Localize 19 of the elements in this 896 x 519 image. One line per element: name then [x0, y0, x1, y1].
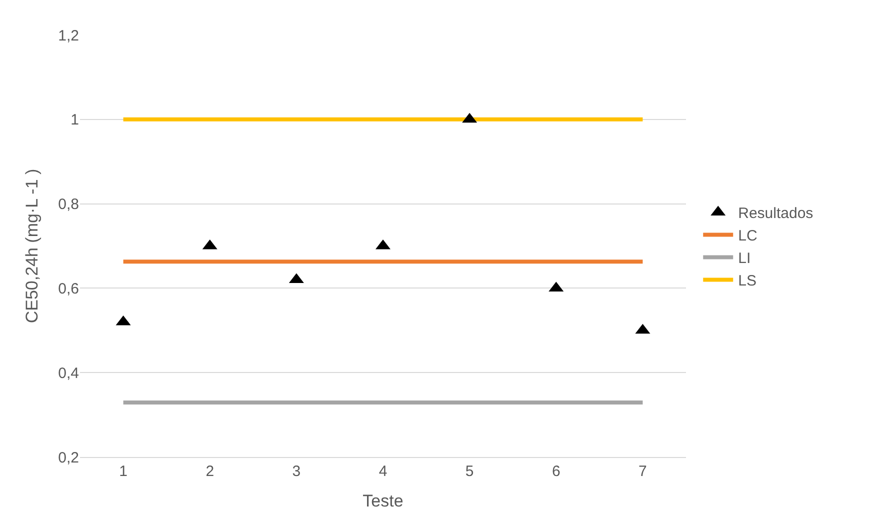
legend-label: LI	[738, 250, 751, 268]
x-tick-label: 3	[292, 463, 301, 480]
x-tick-label: 7	[638, 463, 647, 480]
legend-label: Resultados	[738, 205, 814, 222]
y-tick-label: 0,8	[58, 196, 79, 214]
x-tick-label: 2	[206, 463, 214, 480]
x-tick-label: 1	[119, 463, 128, 480]
x-tick-label: 5	[465, 463, 474, 480]
y-tick-label: 1	[70, 112, 79, 129]
y-tick-label: 0,2	[58, 449, 79, 466]
y-tick-label: 0,4	[58, 364, 79, 382]
y-tick-label: 0,6	[58, 280, 79, 298]
legend-label: LC	[738, 228, 758, 245]
x-tick-label: 6	[552, 463, 560, 480]
legend-label: LS	[738, 272, 756, 290]
x-axis-title: Teste	[362, 491, 404, 510]
x-tick-label: 4	[378, 463, 388, 480]
y-axis-title: CE50,24h (mg·L -1 )	[22, 168, 42, 324]
y-tick-label: 1,2	[58, 27, 79, 44]
